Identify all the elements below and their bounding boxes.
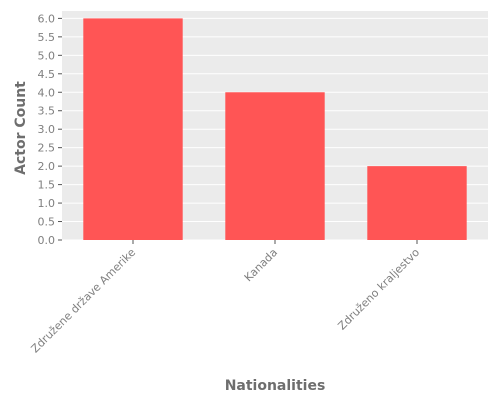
y-tick-label: 2.5 [38, 142, 56, 155]
y-tick-label: 1.5 [38, 179, 56, 192]
x-axis-label: Nationalities [225, 378, 326, 394]
y-tick-label: 3.5 [38, 105, 56, 118]
y-tick-label: 4.0 [38, 86, 56, 99]
bars [83, 18, 467, 241]
x-tick-label: Združeno kraljestvo [335, 246, 422, 333]
bar [367, 166, 467, 240]
bar [83, 18, 183, 240]
y-tick-label: 2.0 [38, 160, 56, 173]
y-tick-label: 0.5 [38, 216, 56, 229]
y-tick-label: 0.0 [38, 234, 56, 247]
x-axis-ticks: Združene države Amerike Kanada Združeno kr… [29, 240, 422, 356]
x-tick-label: Kanada [242, 246, 280, 284]
y-tick-label: 1.0 [38, 197, 56, 210]
y-axis-ticks: 0.0 0.5 1.0 1.5 2.0 2.5 3.0 3.5 4.0 4.5 5.0 5.5 6.0 [38, 12, 62, 247]
x-tick-label: Združene države Amerike [29, 246, 139, 356]
y-tick-label: 5.0 [38, 49, 56, 62]
bar [225, 92, 325, 241]
y-tick-label: 5.5 [38, 31, 56, 44]
y-tick-label: 6.0 [38, 12, 56, 25]
y-axis-label: Actor Count [13, 81, 29, 175]
y-tick-label: 3.0 [38, 123, 56, 136]
y-tick-label: 4.5 [38, 68, 56, 81]
